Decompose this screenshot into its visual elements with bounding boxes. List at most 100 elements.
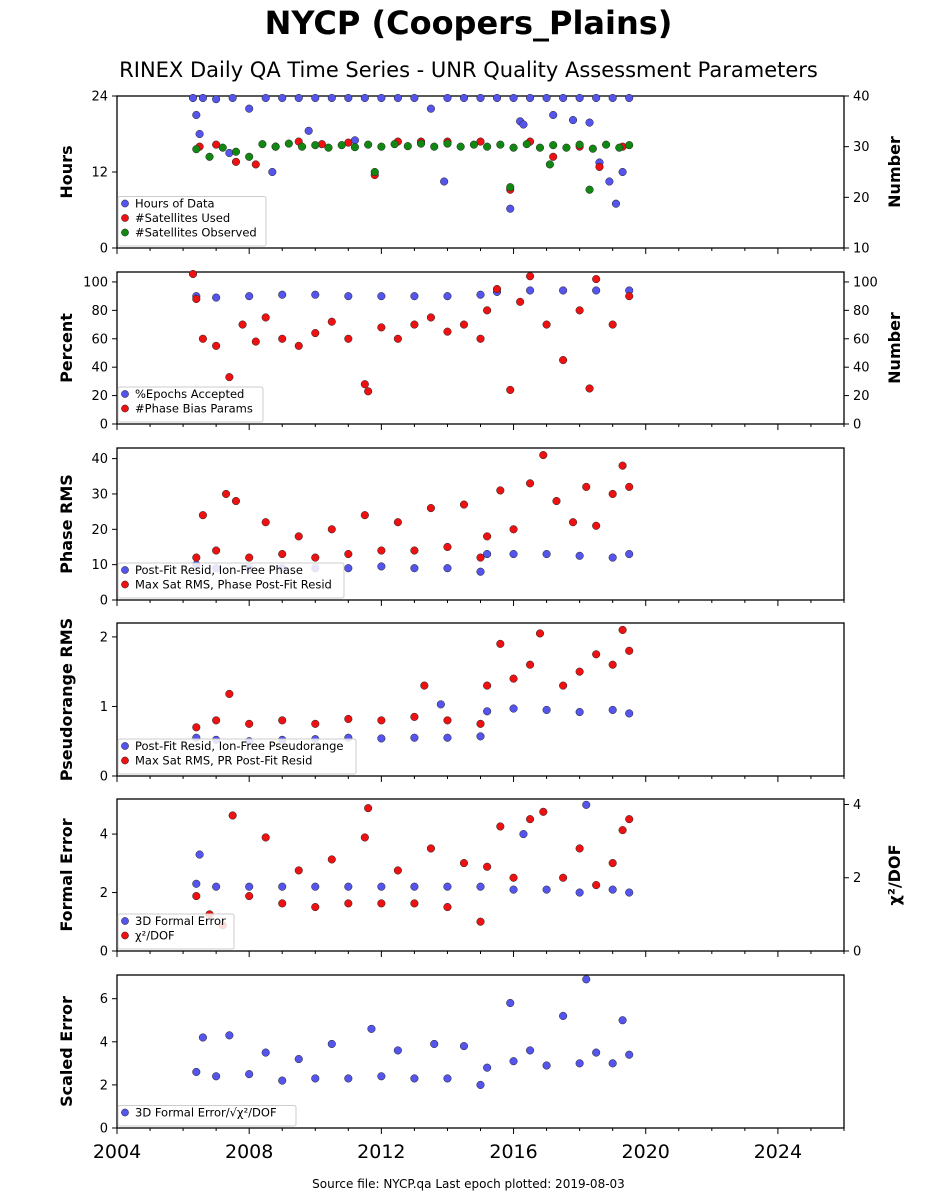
data-point-blue — [377, 882, 386, 891]
data-point-blue — [195, 129, 204, 139]
data-point-blue — [506, 204, 515, 213]
y-tick-label: 40 — [91, 452, 108, 467]
data-point-red — [212, 140, 221, 149]
data-point-blue — [509, 1057, 518, 1066]
panel-pseudorange: 0 1 2 Pseudorange RMS Post-Fit Resid, Ion-Fr… — [57, 618, 845, 785]
legend-label: Max Sat RMS, PR Post-Fit Resid — [135, 754, 312, 768]
data-point-red — [443, 902, 452, 912]
data-point-blue — [430, 1039, 439, 1049]
data-point-red — [294, 532, 303, 541]
data-point-blue — [611, 199, 621, 208]
data-point-red — [526, 272, 535, 281]
data-point-red — [192, 553, 201, 562]
data-point-blue — [278, 1076, 287, 1085]
data-point-red — [278, 549, 287, 559]
data-point-green — [245, 152, 254, 161]
data-point-red — [625, 292, 634, 301]
legend-box — [117, 738, 357, 775]
chart-title: NYCP (Coopers_Plains) — [264, 4, 673, 42]
data-point-blue — [608, 93, 617, 103]
data-point-green — [284, 139, 293, 148]
data-point-blue — [575, 93, 584, 103]
data-point-red — [575, 844, 584, 853]
data-point-red — [344, 714, 353, 724]
data-point-red — [212, 716, 221, 725]
data-point-red — [426, 504, 435, 513]
data-point-blue — [311, 1074, 320, 1083]
data-point-green — [535, 143, 545, 152]
data-point-blue — [344, 1074, 353, 1083]
data-point-blue — [506, 998, 515, 1008]
data-point-red — [245, 719, 254, 728]
y-tick-label: 2 — [100, 630, 108, 645]
legend-marker — [121, 742, 129, 750]
data-point-green — [430, 142, 439, 151]
data-point-red — [261, 833, 270, 842]
legend-label: Hours of Data — [135, 197, 215, 211]
y2-tick-label: 4 — [853, 798, 861, 813]
data-point-blue — [225, 148, 234, 158]
data-point-blue — [198, 93, 207, 103]
legend-label: 3D Formal Error — [135, 914, 226, 928]
data-point-green — [231, 147, 241, 156]
legend-label: Max Sat RMS, Phase Post-Fit Resid — [135, 578, 332, 592]
data-point-green — [337, 141, 346, 150]
data-point-blue — [575, 1059, 584, 1068]
data-point-green — [443, 139, 452, 148]
data-point-red — [483, 681, 492, 690]
data-point-red — [618, 826, 627, 835]
data-point-red — [476, 137, 485, 146]
data-point-blue — [509, 93, 518, 103]
data-point-blue — [582, 975, 591, 984]
y2-tick-label: 80 — [853, 304, 870, 319]
data-point-red — [294, 866, 303, 875]
data-point-blue — [592, 1048, 601, 1057]
data-point-red — [344, 549, 353, 559]
data-point-blue — [410, 292, 419, 301]
data-point-green — [625, 141, 634, 150]
data-point-red — [625, 815, 634, 824]
data-point-blue — [476, 93, 485, 103]
data-point-green — [509, 143, 518, 152]
data-point-red — [327, 855, 336, 864]
data-point-green — [390, 140, 399, 149]
data-point-red — [377, 716, 386, 725]
data-point-blue — [443, 93, 452, 103]
data-point-blue — [443, 733, 452, 742]
data-point-blue — [410, 733, 419, 742]
data-point-red — [559, 873, 568, 882]
data-point-red — [377, 899, 386, 908]
y-tick-label: 60 — [91, 332, 108, 347]
data-point-green — [324, 143, 333, 152]
data-point-green — [575, 140, 584, 149]
data-point-blue — [245, 1070, 254, 1079]
data-point-blue — [443, 882, 452, 891]
data-point-red — [539, 807, 548, 816]
data-point-blue — [492, 93, 502, 103]
legend-label: χ²/DOF — [135, 929, 175, 943]
data-point-green — [545, 160, 554, 169]
data-point-green — [522, 140, 531, 149]
y-tick-label: 6 — [100, 992, 108, 1007]
data-point-blue — [443, 292, 452, 301]
data-point-blue — [198, 1033, 207, 1042]
data-point-blue — [344, 564, 353, 573]
data-point-red — [582, 482, 591, 491]
data-point-red — [483, 862, 492, 871]
data-point-red — [568, 518, 578, 527]
data-point-red — [311, 902, 320, 912]
y-tick-label: 0 — [100, 770, 108, 785]
legend-marker — [121, 917, 129, 925]
y-tick-label: 2 — [100, 886, 108, 901]
data-point-red — [595, 162, 604, 171]
data-point-blue — [625, 93, 634, 103]
data-point-blue — [410, 93, 419, 103]
data-point-blue — [311, 882, 320, 891]
data-point-blue — [410, 1074, 419, 1083]
data-point-blue — [278, 93, 287, 103]
data-point-red — [251, 337, 260, 346]
data-point-red — [459, 320, 469, 329]
data-point-red — [360, 833, 369, 842]
